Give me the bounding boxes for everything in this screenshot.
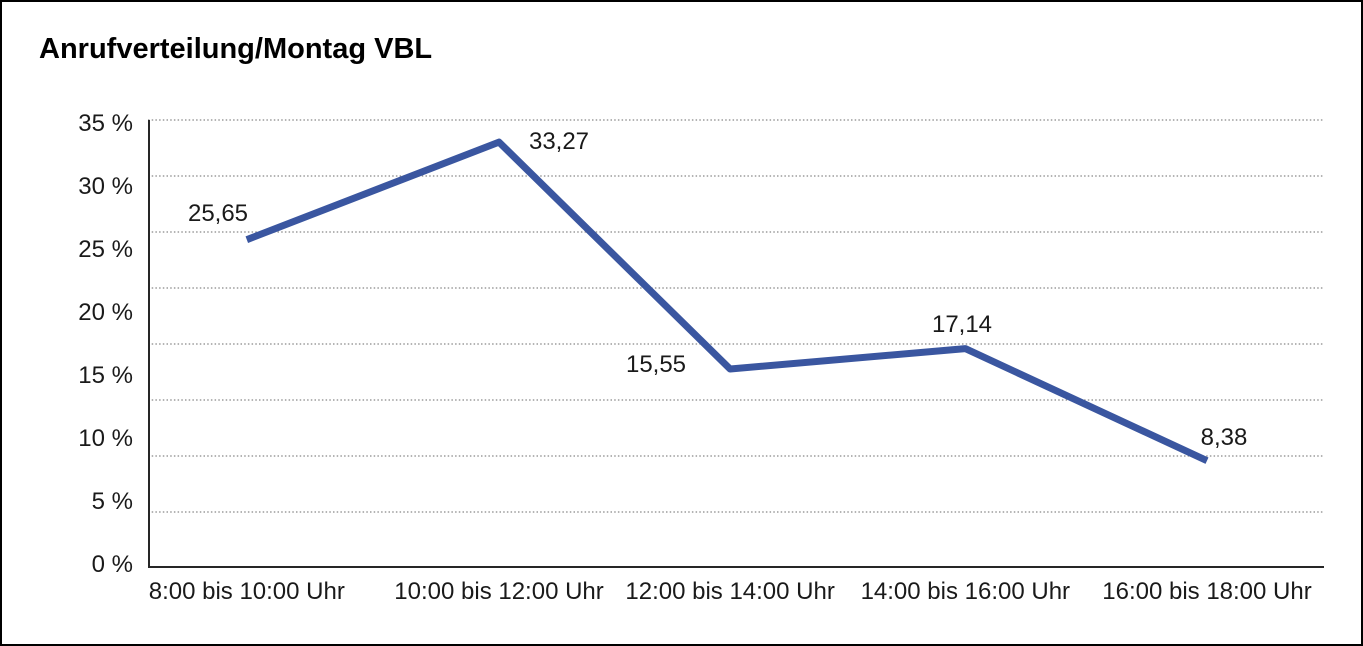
y-axis-tick-label: 0 % [91,551,133,579]
data-point-label: 33,27 [528,128,590,155]
data-line [245,138,1209,464]
y-axis-tick-label: 10 % [78,425,133,452]
y-axis-tick-label: 35 % [78,109,133,137]
y-axis-tick-label: 15 % [78,361,133,389]
x-axis-label: 16:00 bis 18:00 Uhr [1102,578,1312,605]
x-axis-label: 8:00 bis 10:00 Uhr [148,578,345,605]
y-axis-tick-label: 5 % [91,488,133,516]
chart-title: Anrufverteilung/Montag VBL [39,33,433,65]
y-axis-tick-label: 30 % [78,172,133,200]
x-axis-label: 10:00 bis 12:00 Uhr [394,578,604,605]
data-point-label: 15,55 [625,351,687,378]
plot-area: 35 % 30 % 25 % 20 % 15 % 10 % 5 % 0 % 8:00 bis … [78,110,1324,605]
y-axis-tick-label: 20 % [78,298,133,326]
data-point-label: 17,14 [931,311,993,338]
data-point-label: 8,38 [1200,424,1248,451]
x-axis-label: 12:00 bis 14:00 Uhr [625,578,835,605]
data-point-label: 25,65 [187,200,249,227]
y-axis-tick-label: 25 % [78,235,133,263]
line-chart-svg [148,119,1324,568]
x-axis-label: 14:00 bis 16:00 Uhr [860,578,1071,605]
